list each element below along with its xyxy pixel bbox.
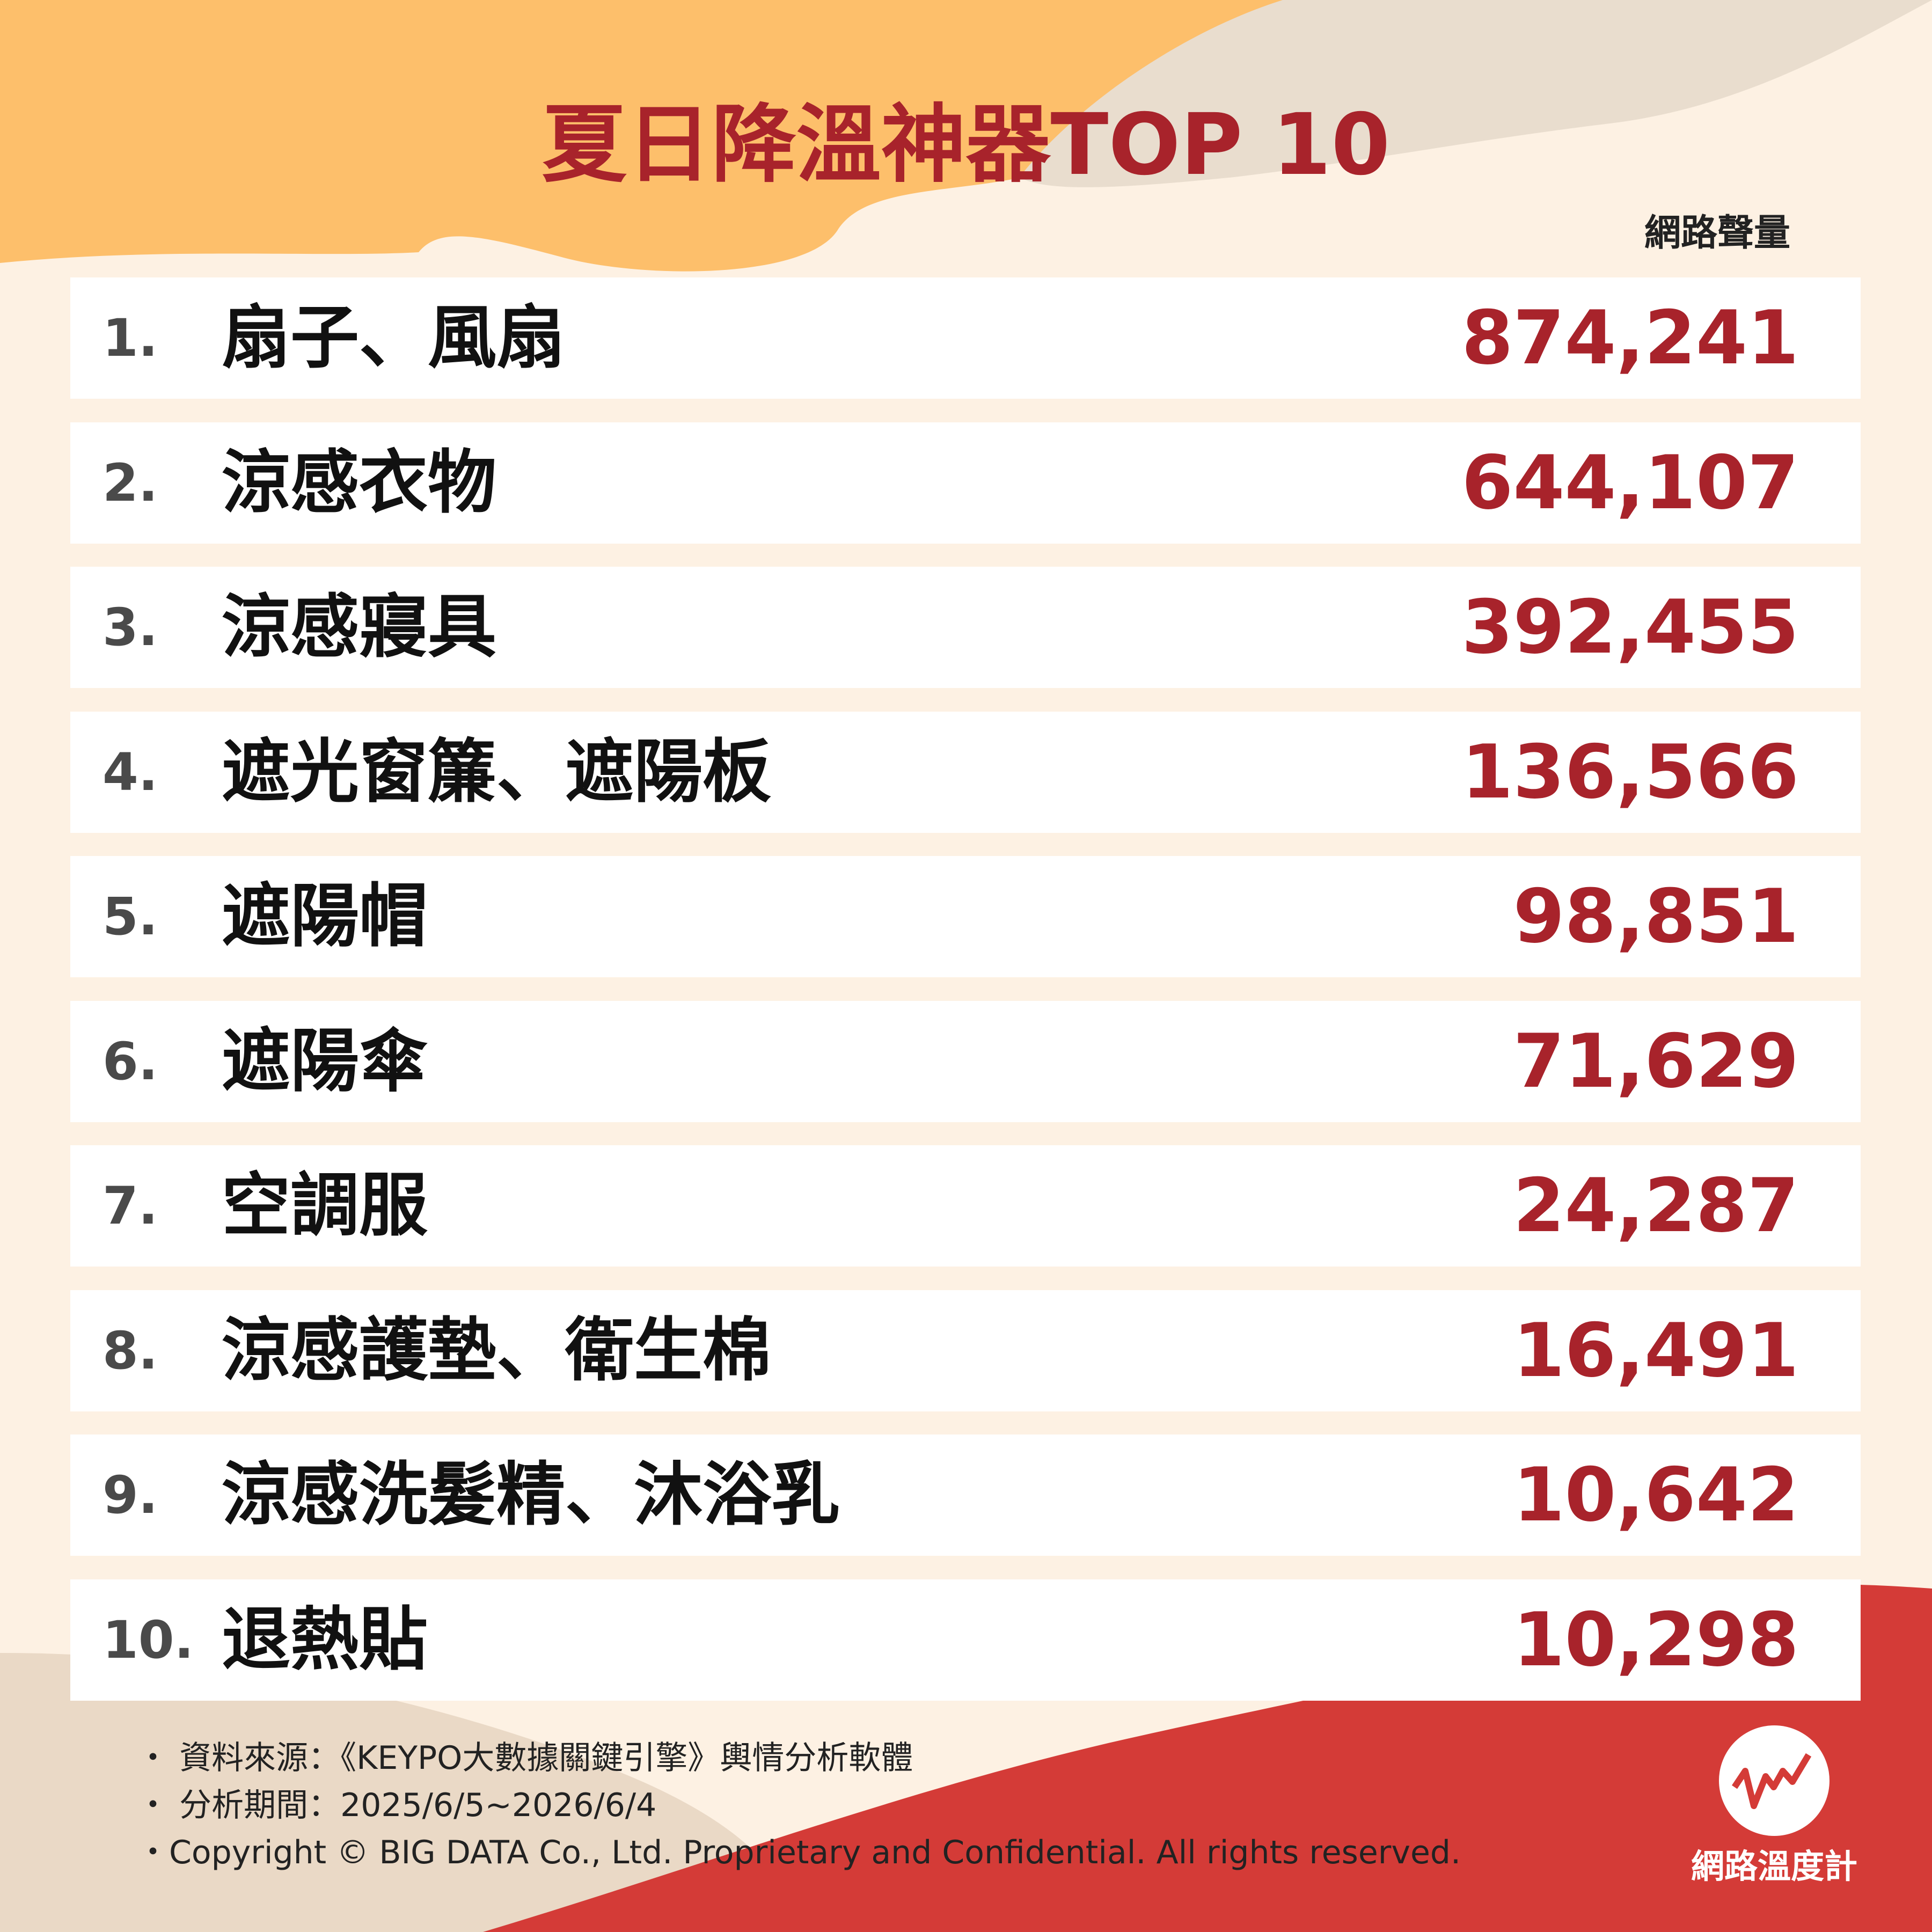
volume: 10,642 — [1513, 1452, 1799, 1538]
rank: 5. — [103, 887, 158, 947]
title: 夏日降溫神器TOP 10 — [541, 96, 1391, 194]
table-row: 1. 扇子、風扇 874,241 — [70, 277, 1861, 399]
rank: 4. — [103, 742, 158, 802]
volume: 874,241 — [1461, 295, 1799, 381]
item-name: 扇子、風扇 — [222, 298, 566, 378]
column-label: 網路聲量 — [1644, 212, 1790, 254]
table-row: 4. 遮光窗簾、遮陽板 136,566 — [70, 711, 1861, 833]
table-row: 2. 涼感衣物 644,107 — [70, 422, 1861, 544]
item-name: 空調服 — [222, 1166, 428, 1246]
table-row: 7. 空調服 24,287 — [70, 1145, 1861, 1267]
table-row: 5. 遮陽帽 98,851 — [70, 856, 1861, 977]
volume: 71,629 — [1513, 1018, 1799, 1104]
rank: 6. — [103, 1031, 158, 1092]
logo-wave — [1732, 1753, 1812, 1809]
rank: 8. — [103, 1320, 158, 1381]
table-row: 3. 涼感寢具 392,455 — [70, 567, 1861, 688]
item-name: 退熱貼 — [222, 1599, 428, 1680]
footer-note: ・ 分析期間：2025/6/5~2026/6/4 — [137, 1787, 657, 1824]
item-name: 遮陽帽 — [222, 876, 428, 956]
volume: 24,287 — [1513, 1162, 1799, 1249]
orange-blob — [0, 0, 1315, 272]
rank: 1. — [103, 308, 158, 368]
item-name: 涼感寢具 — [222, 587, 497, 667]
table-row: 6. 遮陽傘 71,629 — [70, 1000, 1861, 1122]
rank: 2. — [103, 452, 158, 513]
table-row: 9. 涼感洗髮精、沐浴乳 10,642 — [70, 1435, 1861, 1556]
volume: 98,851 — [1513, 873, 1799, 960]
volume: 392,455 — [1461, 584, 1799, 670]
table-row: 10. 退熱貼 10,298 — [70, 1579, 1861, 1701]
volume: 16,491 — [1513, 1307, 1799, 1394]
item-name: 遮光窗簾、遮陽板 — [222, 731, 772, 812]
footer-note: ・Copyright © BIG DATA Co., Ltd. Propriet… — [137, 1834, 1461, 1871]
rank: 3. — [103, 597, 158, 657]
item-name: 涼感衣物 — [222, 442, 497, 523]
volume: 644,107 — [1461, 439, 1799, 526]
logo-label: 網路溫度計 — [1690, 1847, 1857, 1886]
item-name: 遮陽傘 — [222, 1021, 428, 1101]
item-name: 涼感護墊、衛生棉 — [222, 1310, 772, 1391]
item-name: 涼感洗髮精、沐浴乳 — [222, 1455, 840, 1535]
rank: 10. — [103, 1609, 194, 1670]
volume: 136,566 — [1461, 728, 1799, 815]
volume: 10,298 — [1513, 1596, 1799, 1683]
footer-note: ・ 資料來源：《KEYPO大數據關鍵引擎》輿情分析軟體 — [137, 1739, 913, 1777]
beige-blob-bottom — [0, 1653, 785, 1932]
beige-blob — [1020, 0, 1932, 187]
rank: 7. — [103, 1176, 158, 1236]
rank: 9. — [103, 1465, 158, 1525]
table-row: 8. 涼感護墊、衛生棉 16,491 — [70, 1290, 1861, 1411]
